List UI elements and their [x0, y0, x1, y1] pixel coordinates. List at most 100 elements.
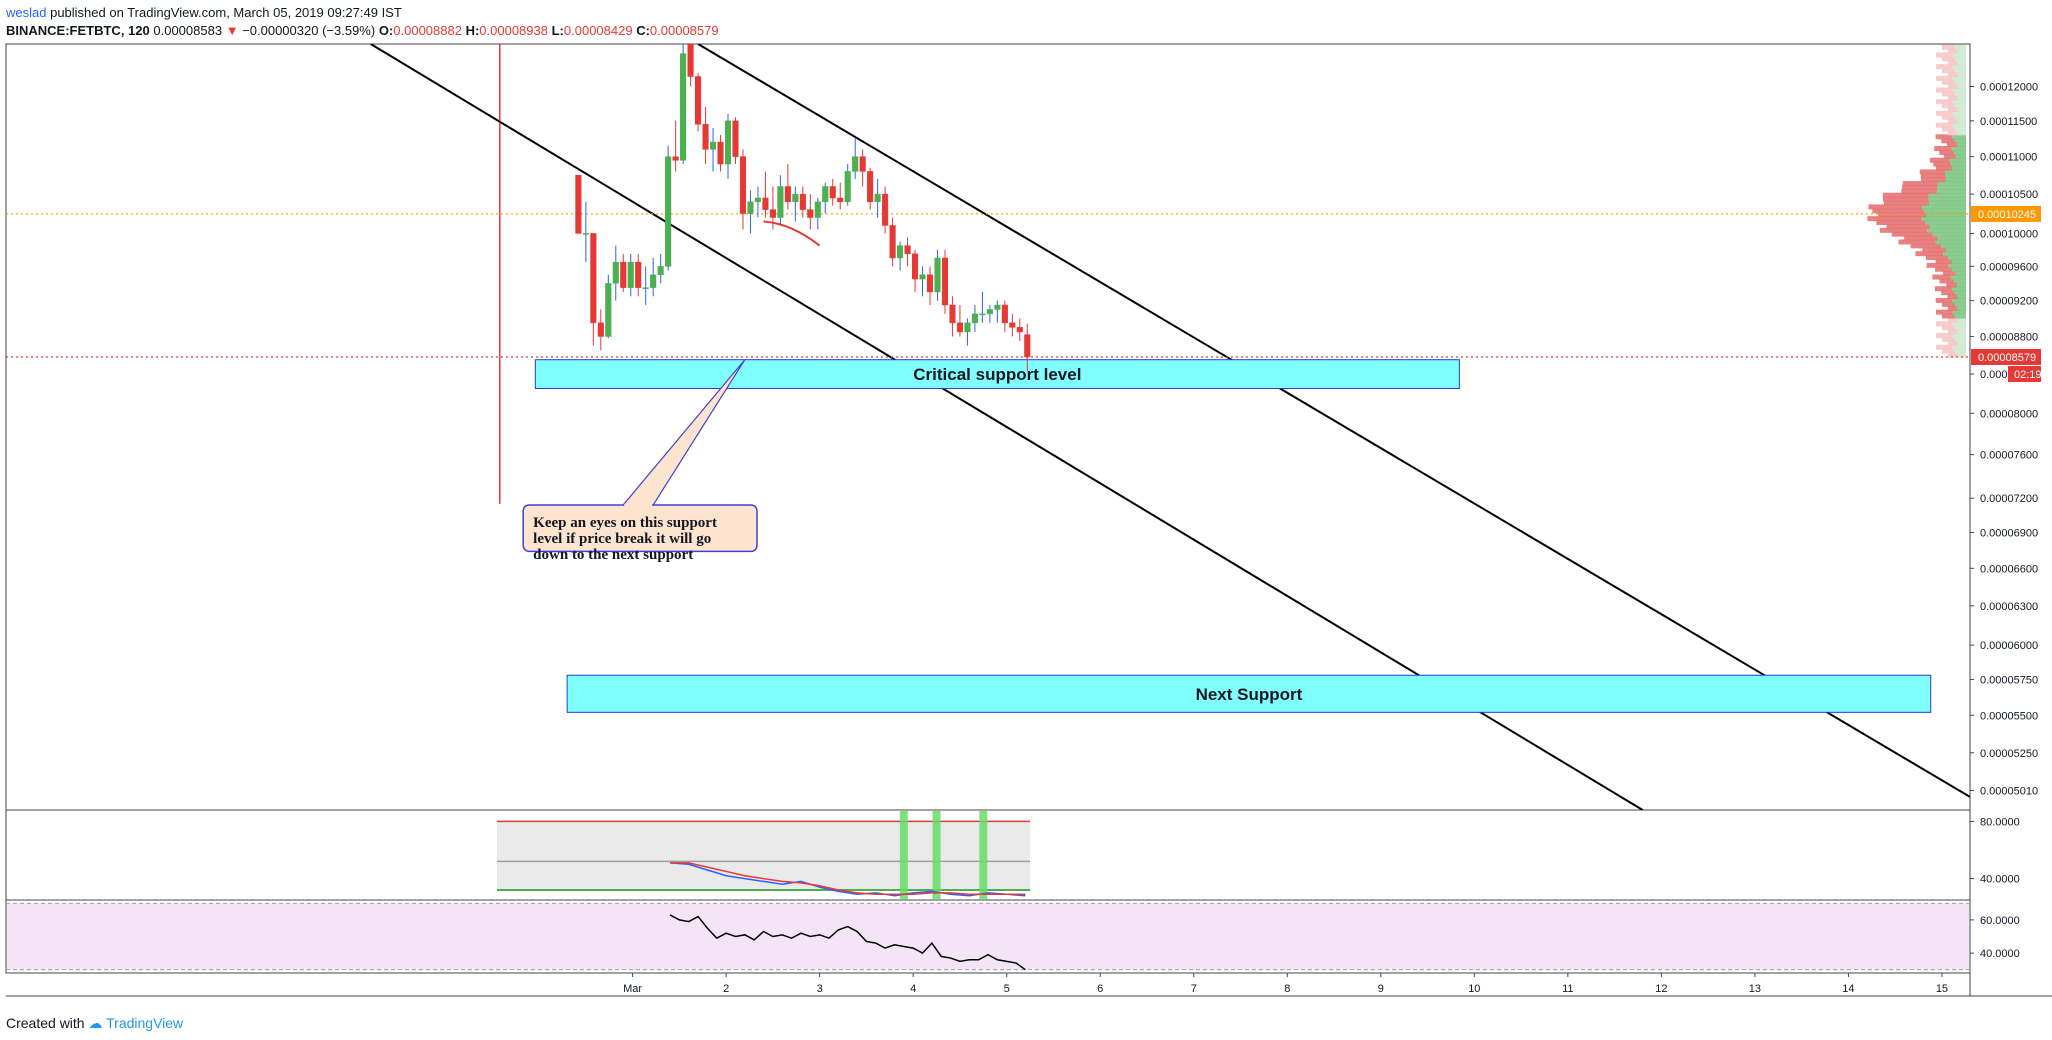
tradingview-link[interactable]: TradingView — [106, 1015, 184, 1031]
time-tick-label: 15 — [1936, 983, 1948, 995]
published-text: published on TradingView.com, March 05, … — [50, 5, 402, 20]
candle-body — [971, 313, 978, 324]
price-tick-label: 0.00010000 — [1980, 228, 2038, 240]
candle-body — [612, 261, 619, 284]
volume-profile-bar-buy — [1945, 169, 1966, 175]
candle — [867, 167, 874, 210]
volume-profile-bar-buy — [1923, 208, 1966, 214]
time-tick-label: 8 — [1284, 983, 1290, 995]
volume-profile-bar-buy — [1952, 64, 1966, 70]
high-value: 0.00008938 — [479, 23, 548, 38]
volume-profile-bar-sell — [1943, 153, 1957, 159]
candle — [590, 233, 597, 346]
volume-profile-bar-sell — [1910, 243, 1942, 249]
candle-body — [941, 257, 949, 306]
volume-profile-bar-sell — [1942, 270, 1956, 276]
volume-profile-bar-buy — [1957, 305, 1966, 311]
candle-body — [844, 171, 851, 203]
candle — [650, 257, 657, 297]
volume-profile-bar-buy — [1957, 130, 1966, 136]
volume-profile-bar-buy — [1952, 333, 1966, 339]
price-tick-label: 0.00011500 — [1980, 116, 2037, 128]
annotation-text-line: level if price break it will go — [533, 531, 711, 547]
author-link[interactable]: weslad — [6, 5, 47, 20]
volume-profile-bar-sell — [1935, 321, 1953, 327]
volume-profile-bar-sell — [1942, 68, 1956, 74]
chart-header: weslad published on TradingView.com, Mar… — [6, 4, 719, 40]
candle — [620, 253, 627, 292]
stoch-highlight-bar — [932, 811, 941, 899]
volume-profile-bar-buy — [1948, 262, 1966, 268]
volume-profile-bar-sell — [1941, 348, 1956, 354]
candle-body — [874, 193, 881, 203]
candle — [799, 186, 806, 218]
candle-body — [792, 193, 799, 203]
candle-body — [739, 156, 747, 214]
volume-profile-bar-sell — [1934, 286, 1952, 292]
volume-profile-bar-sell — [1901, 188, 1937, 194]
candle — [597, 309, 604, 351]
candle — [949, 296, 956, 337]
volume-profile-bar-buy — [1945, 177, 1966, 183]
volume-profile-bar-buy — [1957, 340, 1966, 346]
volume-profile-bar-buy — [1955, 114, 1966, 120]
price-line-tag — [1971, 205, 2041, 222]
candle — [807, 194, 814, 230]
candle-body — [979, 313, 986, 316]
volume-profile-bar-sell — [1868, 204, 1923, 210]
candle — [822, 182, 829, 214]
time-tick-label: 2 — [723, 983, 729, 995]
candle-body — [1016, 327, 1023, 333]
volume-profile-bar-buy — [1957, 352, 1966, 358]
candle-body — [807, 209, 814, 218]
volume-profile-bar-buy — [1952, 99, 1966, 105]
candle-body — [904, 245, 911, 255]
candle — [732, 117, 739, 164]
volume-profile-bar-buy — [1957, 60, 1966, 66]
volume-profile-bar-buy — [1952, 52, 1966, 58]
volume-profile-bar-sell — [1935, 266, 1953, 272]
volume-profile-bar-buy — [1926, 212, 1966, 218]
volume-profile-bar-sell — [1935, 134, 1953, 140]
candle — [994, 300, 1001, 323]
candle — [919, 266, 926, 297]
volume-profile-bar-buy — [1952, 266, 1966, 272]
channel-trendline — [697, 44, 1970, 798]
candle-body — [672, 156, 679, 161]
volume-profile-bar-buy — [1938, 235, 1966, 241]
volume-profile-bar-sell — [1941, 325, 1956, 331]
volume-profile-bar-buy — [1955, 44, 1966, 50]
countdown-tag — [2008, 365, 2041, 382]
candle-body — [605, 283, 612, 337]
volume-profile-bar-sell — [1941, 103, 1956, 109]
volume-profile-bar-buy — [1936, 188, 1966, 194]
candle-body — [799, 193, 806, 210]
candle — [829, 178, 836, 206]
candle — [897, 241, 904, 271]
volume-profile-bar-sell — [1935, 99, 1953, 105]
candle-body — [762, 197, 769, 210]
candle — [627, 253, 634, 297]
candle — [882, 186, 889, 234]
candle — [964, 318, 971, 346]
time-tick-label: 6 — [1097, 983, 1103, 995]
candle-body — [732, 120, 739, 157]
candle-body — [837, 197, 844, 203]
volume-profile-bar-sell — [1919, 169, 1946, 175]
close-label: C: — [636, 23, 650, 38]
volume-profile-bar-sell — [1886, 223, 1931, 229]
volume-profile-bar-sell — [1939, 149, 1954, 155]
candle-body — [695, 76, 702, 125]
volume-profile-bar-sell — [1936, 87, 1953, 93]
candle — [635, 253, 642, 297]
price-line-tag — [1971, 348, 2041, 365]
candle — [709, 127, 717, 172]
volume-profile-bar-buy — [1955, 348, 1966, 354]
candle-body — [986, 309, 993, 315]
volume-profile-bar-buy — [1947, 255, 1966, 261]
candle — [852, 138, 859, 179]
support-zone-label: Critical support level — [913, 365, 1081, 384]
volume-profile-bar-buy — [1928, 192, 1966, 198]
volume-profile-bar-sell — [1947, 130, 1958, 136]
